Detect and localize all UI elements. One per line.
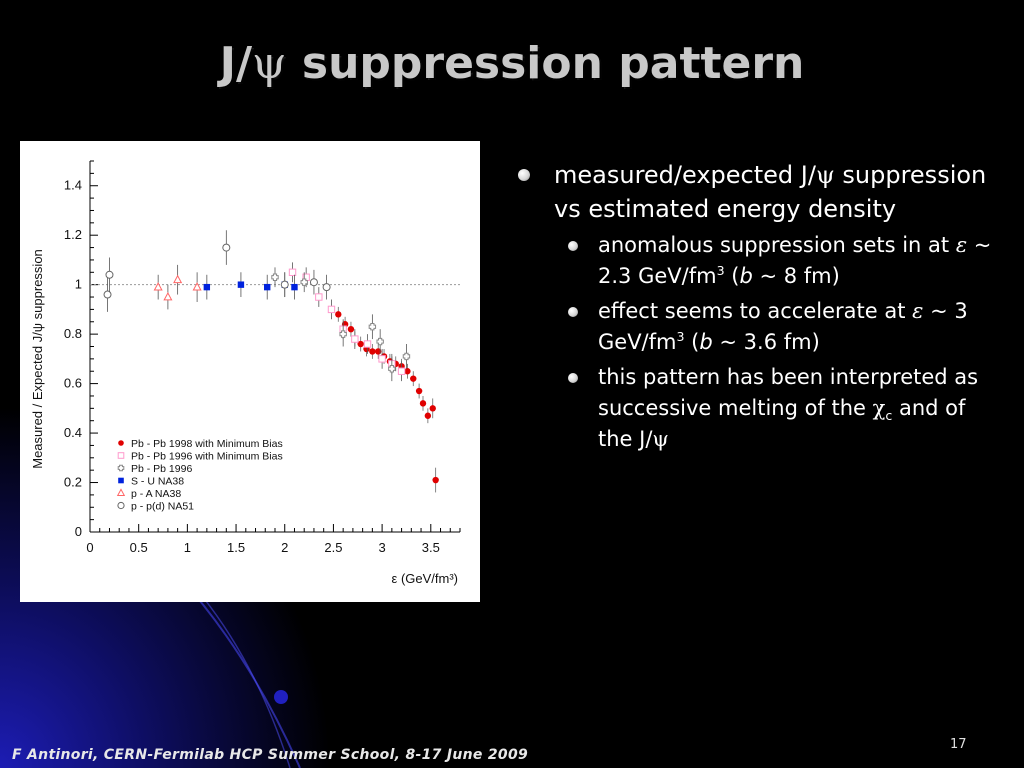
footer-text: F Antinori, CERN-Fermilab HCP Summer Sch… [12, 747, 529, 763]
data-point [357, 340, 364, 348]
legend-marker [118, 440, 124, 446]
data-point [222, 243, 231, 252]
data-point [271, 273, 279, 281]
sub-bullet-onset: anomalous suppression sets in at ε ~ 2.3… [512, 230, 1002, 292]
y-tick-label: 1 [75, 277, 82, 292]
data-point [327, 305, 336, 314]
y-tick-label: 0.8 [64, 326, 82, 341]
y-tick-label: 0.4 [64, 425, 82, 440]
legend-label: Pb - Pb 1996 with Minimum Bias [131, 451, 283, 463]
data-point [103, 290, 112, 299]
data-point [388, 365, 396, 373]
bullet-dot-icon [518, 169, 530, 181]
data-point [432, 476, 439, 484]
data-point [192, 282, 202, 291]
x-axis-label: ε (GeV/fm³) [392, 571, 458, 586]
data-point [203, 283, 211, 291]
chart-figure: 0 0.2 0.4 0.6 0.8 1 1.2 1.4 0 0.5 1 1.5 2 2.5 3 3.5 Pb … [20, 141, 480, 602]
data-point [402, 352, 411, 361]
data-point [347, 325, 355, 333]
bullet-main: measured/expected J/ψ suppression vs est… [512, 158, 1002, 226]
data-point [322, 283, 331, 292]
data-point [339, 330, 347, 338]
data-point [163, 291, 173, 301]
slide-title: J/ψ suppression pattern [219, 38, 805, 89]
y-tick-label: 0.6 [64, 376, 82, 391]
data-point [335, 311, 342, 318]
x-tick-label: 3.5 [422, 540, 440, 555]
data-point [376, 337, 384, 346]
data-point [368, 323, 377, 331]
sub-bullet-accelerate: effect seems to accelerate at ε ~ 3 GeV/… [512, 296, 1002, 358]
data-point [237, 281, 245, 288]
y-axis-label: Measured / Expected J/ψ suppression [30, 249, 45, 469]
y-tick-label: 0 [75, 524, 82, 539]
x-tick-label: 3 [378, 540, 385, 555]
data-point [378, 355, 386, 363]
x-tick-label: 2.5 [324, 540, 342, 555]
data-point [369, 348, 376, 355]
legend-marker [117, 501, 125, 510]
page-number: 17 [950, 737, 967, 752]
background-dot [274, 690, 288, 704]
data-point [309, 278, 318, 287]
data-point [300, 278, 308, 286]
bullet-list: measured/expected J/ψ suppression vs est… [512, 158, 1002, 455]
legend-marker [117, 452, 125, 459]
jpsi-suppression-chart: 0 0.2 0.4 0.6 0.8 1 1.2 1.4 0 0.5 1 1.5 2 2.5 3 3.5 Pb … [30, 160, 461, 586]
bullet-dot-icon [568, 373, 578, 383]
data-point [173, 274, 183, 284]
data-point [153, 282, 163, 291]
data-point [288, 268, 297, 277]
data-point [280, 280, 289, 289]
legend-label: S - U NA38 [131, 476, 184, 488]
data-point [351, 335, 359, 343]
data-point [397, 367, 406, 375]
data-point [419, 400, 427, 407]
legend-label: Pb - Pb 1998 with Minimum Bias [131, 438, 283, 450]
bullet-dot-icon [568, 241, 578, 251]
data-point [404, 368, 411, 375]
x-tick-label: 1 [184, 540, 191, 555]
y-tick-label: 1.4 [64, 178, 82, 193]
bullet-dot-icon [568, 307, 578, 317]
x-tick-label: 0 [86, 540, 93, 555]
data-point [315, 293, 323, 301]
data-point [363, 340, 372, 348]
legend-label: Pb - Pb 1996 [131, 463, 192, 475]
x-tick-label: 1.5 [227, 540, 245, 555]
legend-label: p - p(d) NA51 [131, 501, 194, 513]
data-point [429, 405, 436, 412]
legend-marker [118, 477, 124, 484]
data-point [415, 387, 423, 395]
legend-marker [116, 488, 126, 496]
data-point [291, 283, 298, 291]
x-tick-label: 0.5 [130, 540, 148, 555]
legend-marker [117, 464, 125, 472]
data-point [105, 270, 114, 279]
data-point [410, 375, 417, 382]
data-point [264, 283, 271, 291]
y-tick-label: 0.2 [64, 475, 82, 490]
data-point [424, 412, 432, 419]
sub-bullet-interpretation: this pattern has been interpreted as suc… [512, 362, 1002, 455]
y-tick-label: 1.2 [64, 227, 82, 242]
x-tick-label: 2 [281, 540, 288, 555]
legend-label: p - A NA38 [131, 488, 181, 500]
